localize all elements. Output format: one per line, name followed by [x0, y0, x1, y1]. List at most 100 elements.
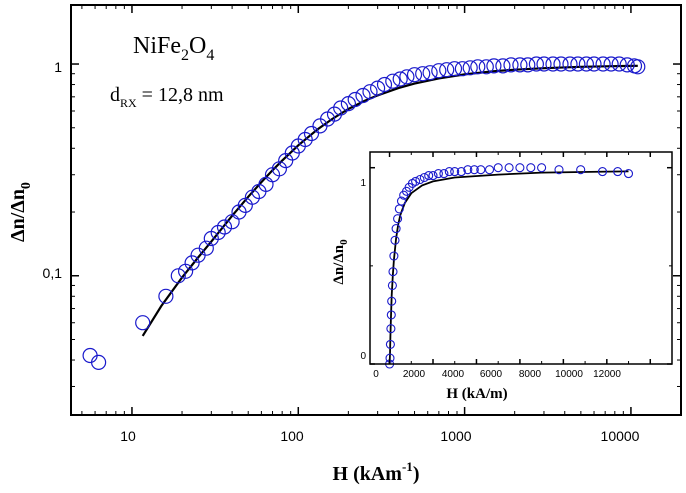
inset-data-point: [390, 235, 400, 245]
main-data-point: [184, 255, 200, 271]
inset-y-axis-title: Δn/Δn0: [331, 239, 350, 285]
main-data-point: [347, 91, 363, 108]
main-data-point: [431, 63, 447, 79]
inset-data-point: [388, 267, 398, 277]
main-data-point: [454, 61, 470, 77]
inset-data-point: [439, 169, 449, 179]
main-x-tick-label-1000: 1000: [440, 428, 471, 444]
main-data-point: [553, 56, 569, 72]
main-data-point: [326, 106, 343, 122]
main-x-axis-title: H (kAm-1): [333, 459, 420, 485]
main-data-point: [216, 219, 233, 235]
main-data-point: [170, 268, 186, 284]
inset-data-point: [476, 165, 486, 175]
size-annotation: dRX = 12,8 nm: [110, 84, 224, 110]
inset-x-tick-label-2000: 2000: [403, 369, 426, 380]
inset-data-point: [484, 165, 495, 175]
inset-data-point: [428, 171, 438, 181]
main-data-point: [399, 69, 415, 85]
main-data-point: [303, 125, 320, 142]
inset-data-point: [597, 167, 608, 177]
inset-data-point: [415, 174, 425, 185]
inset-x-tick-label-12000: 12000: [593, 369, 621, 380]
inset-plot-area: [385, 163, 634, 369]
inset-x-tick-label-0: 0: [373, 369, 379, 380]
inset-x-tick-label-10000: 10000: [555, 369, 583, 380]
main-data-point: [520, 57, 536, 73]
main-data-point: [578, 56, 595, 72]
inset-data-point: [433, 169, 443, 179]
main-data-point: [439, 62, 455, 78]
inset-axis-ticks: [370, 152, 672, 365]
inset-data-point: [385, 339, 395, 349]
inset-x-axis-title: H (kA/m): [446, 386, 507, 402]
inset-data-point: [391, 224, 401, 234]
main-data-point: [536, 56, 552, 72]
inset-data-point: [419, 172, 429, 183]
main-data-point: [198, 240, 214, 256]
main-data-point: [406, 67, 423, 83]
inset-chart: 0 2000 4000 6000 8000 10000 12000 0 1 H …: [331, 151, 673, 402]
main-data-point: [297, 131, 313, 148]
inset-data-point: [444, 167, 454, 177]
inset-data-point: [463, 165, 473, 175]
inset-data-point: [613, 167, 623, 177]
main-data-point: [545, 56, 561, 72]
main-data-point: [355, 87, 371, 104]
main-axis-ticks: [71, 5, 681, 415]
main-data-point: [362, 84, 378, 100]
main-data-point: [603, 56, 619, 72]
main-data-point: [470, 59, 486, 75]
inset-data-point: [396, 196, 407, 206]
main-data-point: [385, 73, 401, 89]
inset-data-point: [469, 165, 479, 175]
main-data-point: [619, 57, 635, 73]
inset-data-point: [526, 163, 536, 173]
main-data-point: [415, 66, 431, 82]
main-data-point: [370, 80, 386, 96]
main-data-point: [478, 59, 494, 75]
main-data-point: [562, 56, 578, 72]
main-data-point: [630, 59, 646, 75]
main-data-point: [422, 65, 438, 81]
main-x-tick-label-10000: 10000: [601, 428, 640, 444]
main-data-point: [392, 71, 408, 87]
inset-data-point: [386, 324, 396, 334]
inset-data-point: [537, 163, 547, 173]
inset-data-point: [389, 251, 399, 261]
main-data-point: [586, 56, 602, 72]
main-y-tick-label-0.1: 0,1: [43, 265, 63, 281]
inset-x-tick-label-8000: 8000: [519, 369, 542, 380]
inset-data-point: [515, 163, 525, 173]
inset-data-point: [387, 280, 397, 291]
main-data-point: [495, 58, 511, 74]
formula-annotation: NiFe2O4: [133, 33, 214, 64]
main-data-point: [611, 56, 627, 72]
main-data-point: [595, 56, 611, 72]
main-data-point: [462, 60, 478, 76]
inset-data-point: [386, 310, 396, 320]
main-plot-area: [82, 56, 646, 370]
inset-data-point: [411, 176, 421, 186]
inset-data-point: [576, 165, 586, 175]
main-data-point: [135, 315, 151, 331]
main-data-point: [486, 58, 502, 74]
main-data-point: [446, 61, 463, 77]
main-x-tick-label-100: 100: [280, 428, 304, 444]
inset-fit-line: [388, 170, 629, 365]
inset-data-point: [450, 167, 460, 177]
inset-x-tick-label-6000: 6000: [480, 369, 503, 380]
main-data-point: [570, 56, 586, 72]
main-data-point: [158, 288, 174, 304]
inset-data-point: [387, 296, 397, 306]
inset-data-point: [554, 165, 564, 175]
inset-y-tick-label-1: 1: [360, 178, 366, 189]
inset-x-tick-label-4000: 4000: [442, 369, 465, 380]
inset-y-tick-label-0: 0: [360, 351, 366, 362]
main-data-point: [90, 354, 107, 370]
main-y-tick-label-1: 1: [54, 59, 62, 75]
main-plot-frame: [70, 4, 682, 416]
main-data-point: [512, 57, 528, 73]
inset-data-point: [623, 169, 634, 179]
